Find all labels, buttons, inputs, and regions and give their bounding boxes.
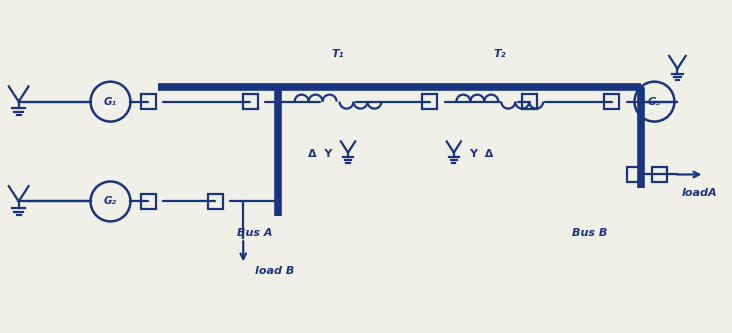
Bar (141, 94, 156, 109)
Text: T₂: T₂ (493, 49, 506, 59)
Bar (208, 194, 223, 209)
Bar (141, 194, 156, 209)
Bar (627, 167, 642, 182)
Text: Y  Δ: Y Δ (470, 149, 494, 159)
Text: Δ  Y: Δ Y (308, 149, 332, 159)
Bar (604, 94, 619, 109)
Text: G₃: G₃ (648, 97, 661, 107)
Bar (652, 167, 667, 182)
Text: load B: load B (255, 266, 294, 276)
Text: T₁: T₁ (332, 49, 344, 59)
Bar (243, 94, 258, 109)
Text: Bus A: Bus A (237, 228, 273, 238)
Text: G₂: G₂ (104, 196, 117, 206)
Text: loadA: loadA (681, 188, 717, 198)
Bar (522, 94, 537, 109)
Bar (422, 94, 437, 109)
Text: Bus B: Bus B (572, 228, 608, 238)
Text: G₁: G₁ (104, 97, 117, 107)
